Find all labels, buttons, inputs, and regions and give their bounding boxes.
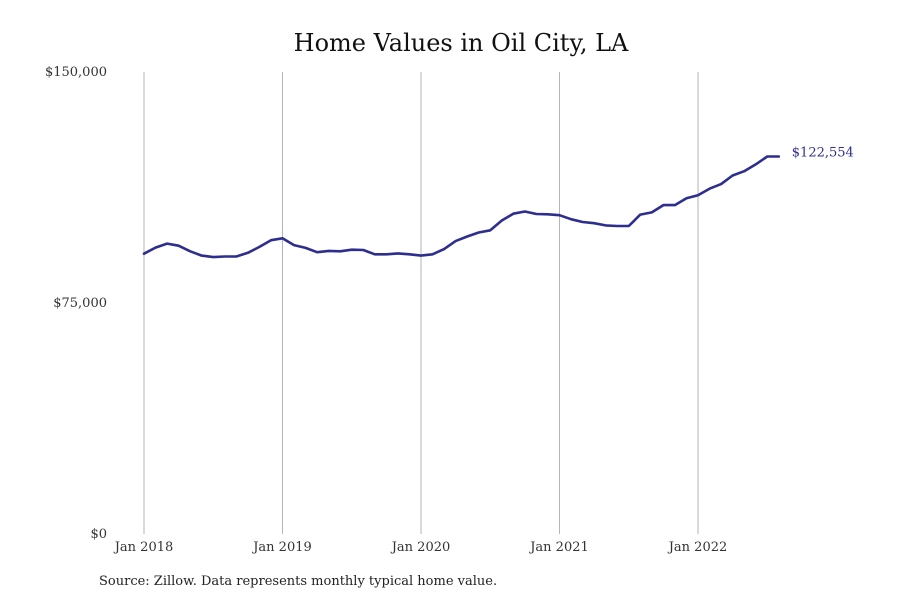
chart-title: Home Values in Oil City, LA [294, 29, 629, 57]
x-tick-label: Jan 2020 [390, 540, 451, 555]
y-axis-ticks: $0 $75,000 $150,000 [45, 65, 107, 542]
series-group: $122,554 [142, 146, 854, 259]
x-gridlines [143, 72, 699, 534]
x-tick-label: Jan 2018 [113, 540, 174, 555]
x-tick-label: Jan 2019 [251, 540, 312, 555]
x-axis-ticks: Jan 2018 Jan 2019 Jan 2020 Jan 2021 Jan 2022 [113, 540, 728, 555]
y-tick-label: $150,000 [45, 65, 107, 80]
source-note: Source: Zillow. Data represents monthly … [99, 574, 497, 589]
series-line-0 [142, 155, 781, 259]
x-tick-label: Jan 2021 [528, 540, 589, 555]
y-tick-label: $0 [90, 527, 107, 542]
y-tick-label: $75,000 [53, 296, 107, 311]
x-tick-label: Jan 2022 [667, 540, 728, 555]
end-value-label: $122,554 [792, 146, 854, 161]
